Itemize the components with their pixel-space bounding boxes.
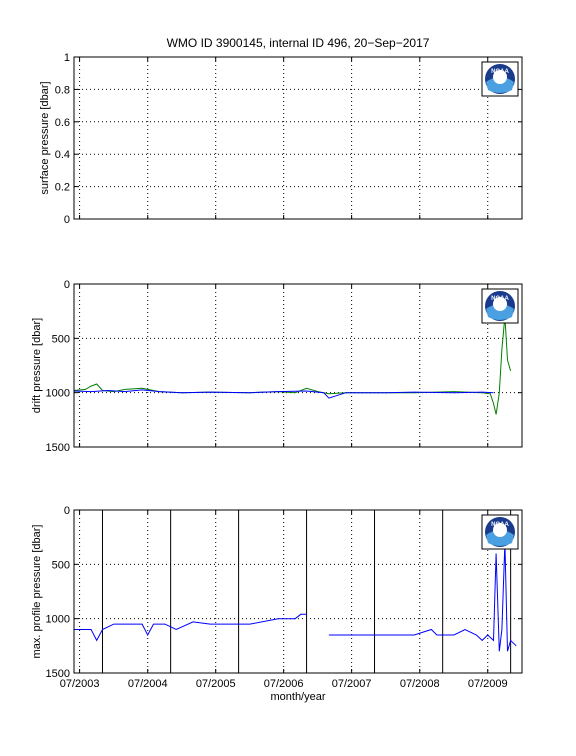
x-tick-label: 07/2003: [60, 678, 100, 690]
y-tick-label: 1000: [46, 614, 70, 626]
x-tick-label: 07/2007: [332, 678, 372, 690]
y-tick-label: 0: [64, 505, 70, 517]
series-line-1: [73, 316, 512, 415]
x-axis-label: month/year: [270, 691, 325, 703]
logo-text: NOAA: [491, 69, 509, 75]
logo-wave: [486, 77, 514, 93]
series-line-1: [74, 613, 307, 642]
noaa-logo-icon: NOAA: [481, 514, 519, 550]
series-line-2: [73, 389, 494, 399]
plot-frame: [73, 283, 523, 448]
y-tick-label: 1500: [46, 668, 70, 680]
y-tick-label: 500: [52, 559, 70, 571]
plot-frame: [73, 56, 523, 220]
y-tick-label: 0.8: [55, 84, 70, 96]
x-tick-label: 07/2009: [468, 678, 508, 690]
y-tick-label: 0: [64, 214, 70, 226]
y-tick-label: 0: [64, 279, 70, 291]
figure-title: WMO ID 3900145, internal ID 496, 20−Sep−…: [167, 36, 430, 50]
noaa-logo-icon: NOAA: [481, 288, 519, 324]
y-tick-label: 500: [52, 333, 70, 345]
x-tick-label: 07/2004: [128, 678, 168, 690]
y-tick-label: 0.2: [55, 182, 70, 194]
y-tick-label: 1000: [46, 388, 70, 400]
logo-gull: [493, 297, 507, 311]
y-tick-label: 0.4: [55, 149, 70, 161]
x-tick-label: 07/2008: [400, 678, 440, 690]
logo-gull: [493, 523, 507, 537]
plot-frame: [73, 509, 523, 674]
y-axis-label: surface pressure [dbar]: [39, 81, 51, 194]
y-tick-label: 1: [64, 52, 70, 64]
chart-panel-1: 0 0.2 0.4 0.6 0.8 1 surface pressure [dbar] NOA…: [39, 52, 523, 226]
y-tick-label: 1500: [46, 442, 70, 454]
y-axis-label: max. profile pressure [dbar]: [31, 525, 43, 659]
x-tick-label: 07/2005: [196, 678, 236, 690]
y-tick-label: 0.6: [55, 117, 70, 129]
logo-text: NOAA: [491, 296, 509, 302]
logo-text: NOAA: [491, 522, 509, 528]
chart-panels: 0 0.2 0.4 0.6 0.8 1 surface pressure [dbar] NOA…: [31, 52, 523, 690]
x-tick-label: 07/2006: [264, 678, 304, 690]
logo-wave: [486, 530, 514, 546]
logo-wave: [486, 304, 514, 320]
chart-panel-2: 0 500 1000 1500 drift pressure [dbar] NOAA: [31, 279, 523, 454]
y-axis-label: drift pressure [dbar]: [31, 318, 43, 413]
noaa-logo-icon: NOAA: [481, 61, 519, 97]
logo-gull: [493, 70, 507, 84]
